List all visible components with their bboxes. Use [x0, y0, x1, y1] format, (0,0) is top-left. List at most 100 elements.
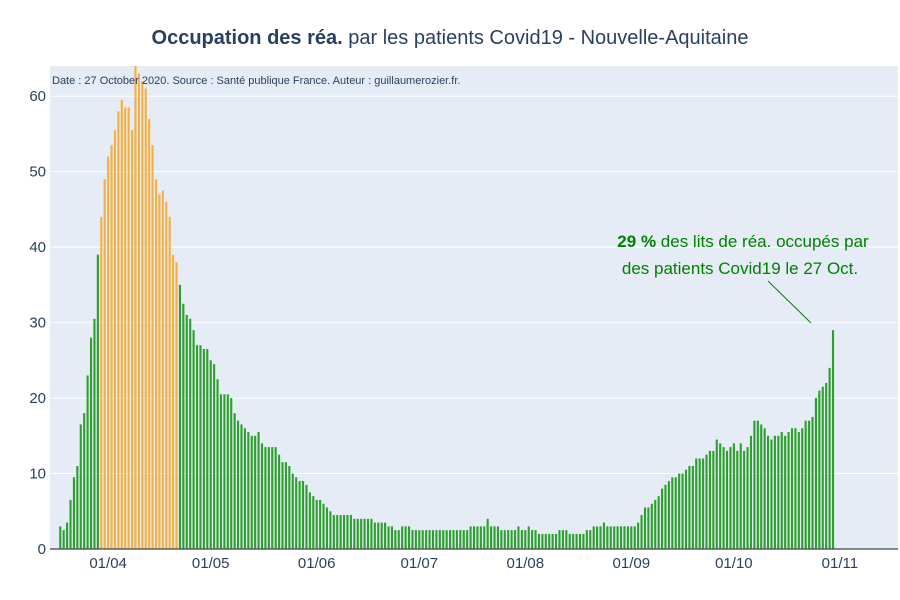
bar [442, 530, 445, 549]
y-tick-label: 30 [29, 315, 46, 332]
bar [435, 530, 438, 549]
bar [472, 526, 476, 549]
y-tick-label: 60 [29, 88, 46, 105]
bar [141, 81, 144, 549]
bar [753, 420, 756, 549]
bar [599, 526, 602, 549]
bar [247, 432, 250, 549]
bar [397, 530, 400, 549]
bar [626, 526, 629, 549]
source-note: Date : 27 October 2020. Source : Santé p… [52, 75, 460, 87]
bar [712, 450, 715, 549]
bar [319, 499, 322, 549]
bar [756, 420, 759, 549]
bar [565, 530, 568, 549]
bar [124, 107, 127, 549]
bar [425, 530, 428, 549]
bar [373, 522, 376, 549]
y-tick-label: 40 [29, 239, 46, 256]
bar [821, 386, 824, 549]
bar [189, 318, 192, 549]
bar [520, 530, 523, 549]
bar [602, 522, 605, 549]
bar [500, 530, 503, 549]
bar [284, 462, 287, 549]
bar [797, 432, 800, 549]
bar [240, 424, 243, 549]
bar [544, 533, 547, 549]
bar [407, 526, 411, 549]
bar [185, 315, 188, 549]
bar [643, 507, 647, 549]
x-tick-label: 01/11 [822, 555, 858, 572]
bar [278, 454, 281, 549]
bar [387, 526, 390, 549]
bar [486, 518, 489, 549]
bar [172, 254, 175, 550]
bar [59, 526, 62, 549]
bar [623, 526, 626, 549]
bar [414, 530, 417, 549]
bar [691, 465, 694, 549]
bar [493, 526, 496, 549]
bar [165, 201, 168, 549]
bar [592, 526, 595, 549]
bar [828, 367, 831, 550]
bar [476, 526, 479, 549]
bar [431, 530, 435, 549]
bar [462, 530, 465, 549]
bar [548, 533, 551, 549]
bar [637, 522, 640, 549]
bar [708, 450, 711, 549]
bar [69, 499, 72, 549]
bar [705, 454, 708, 549]
y-axis: 0 10 20 30 40 50 60 [29, 88, 46, 558]
bar [513, 530, 517, 549]
bar [322, 503, 325, 549]
bar [589, 530, 592, 549]
bar [83, 413, 86, 549]
bar [271, 447, 274, 549]
bar [801, 428, 804, 549]
bar [384, 522, 387, 549]
bar [76, 465, 79, 549]
bar [315, 499, 318, 549]
bar [418, 530, 421, 549]
bar [479, 526, 482, 549]
bar [575, 533, 578, 549]
bar [127, 107, 130, 549]
bar [66, 522, 69, 549]
bar [613, 526, 616, 549]
bar [117, 111, 120, 549]
bar [517, 526, 520, 549]
bar [760, 424, 763, 549]
bar [640, 515, 643, 549]
bar [596, 526, 599, 549]
bar [411, 530, 414, 549]
bar [777, 435, 780, 549]
bar [131, 130, 134, 549]
bar [667, 481, 670, 549]
bar [445, 530, 448, 549]
bar [298, 481, 301, 549]
bar [213, 364, 216, 549]
bar [377, 522, 380, 549]
bar [722, 447, 725, 549]
bar [606, 526, 609, 549]
y-tick-label: 20 [29, 390, 46, 407]
chart-title-bold: Occupation des réa. [152, 27, 343, 49]
bar [230, 398, 233, 549]
bar [202, 349, 205, 549]
bar [113, 130, 117, 549]
bar [250, 435, 253, 549]
annotation-line-2: des patients Covid19 le 27 Oct. [622, 259, 858, 278]
bar [469, 526, 472, 549]
bar [366, 518, 370, 549]
bar [582, 533, 585, 549]
chart-title-rest: par les patients Covid19 - Nouvelle-Aqui… [343, 27, 749, 49]
bar [237, 420, 240, 549]
annotation-value-suffix: % [636, 232, 656, 251]
bar [572, 533, 575, 549]
bar [199, 345, 202, 549]
bar [790, 428, 794, 549]
